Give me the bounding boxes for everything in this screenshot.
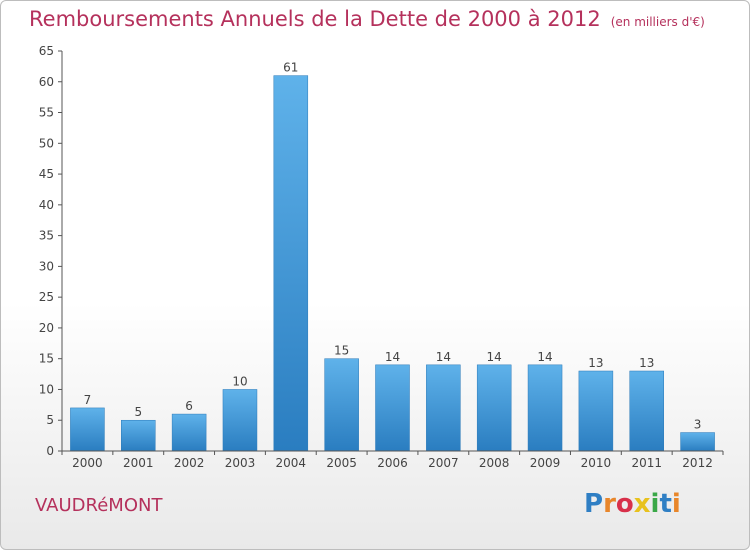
proxiti-logo: Proxiti bbox=[584, 489, 681, 519]
x-tick-label: 2007 bbox=[428, 456, 459, 470]
bar-value-label: 6 bbox=[185, 399, 193, 413]
y-tick-label: 20 bbox=[39, 321, 54, 335]
x-tick-label: 2000 bbox=[72, 456, 103, 470]
x-tick-label: 2003 bbox=[225, 456, 256, 470]
x-tick-label: 2010 bbox=[581, 456, 612, 470]
bar-2000 bbox=[70, 407, 105, 452]
logo-letter: o bbox=[615, 489, 634, 519]
bar-value-label: 13 bbox=[639, 356, 654, 370]
bar-value-label: 10 bbox=[232, 374, 247, 388]
bar-value-label: 3 bbox=[694, 418, 702, 432]
x-tick-label: 2004 bbox=[276, 456, 307, 470]
y-tick-label: 0 bbox=[46, 444, 54, 458]
bar-2010 bbox=[578, 370, 614, 452]
title-text: Remboursements Annuels de la Dette de 20… bbox=[29, 7, 601, 31]
bar-2009 bbox=[527, 364, 563, 452]
bar-value-label: 5 bbox=[134, 405, 142, 419]
y-axis: 0 5 10 15 20 25 30 35 40 45 50 55 60 65 bbox=[39, 44, 63, 458]
y-tick-label: 30 bbox=[39, 259, 54, 273]
y-tick-label: 5 bbox=[46, 413, 54, 427]
y-tick-label: 40 bbox=[39, 198, 54, 212]
x-tick-label: 2011 bbox=[631, 456, 662, 470]
logo-letter: P bbox=[584, 489, 604, 519]
x-axis: 2000 2001 2002 2003 2004 2005 2006 2007 2008 2009… bbox=[61, 450, 724, 470]
bar-2006 bbox=[375, 364, 410, 452]
bar-chart: 0 5 10 15 20 25 30 35 40 45 50 55 60 65 7 5 6 10 61 15 14 14… bbox=[39, 44, 724, 470]
y-tick-label: 50 bbox=[39, 136, 54, 150]
logo-letter: t bbox=[659, 489, 672, 519]
bar-value-label: 14 bbox=[436, 350, 451, 364]
bar-value-label: 14 bbox=[385, 350, 400, 364]
bars: 7 5 6 10 61 15 14 14 14 14 13 13 3 bbox=[70, 61, 715, 452]
y-tick-label: 15 bbox=[39, 352, 54, 366]
bar-value-label: 7 bbox=[84, 393, 92, 407]
bar-value-label: 15 bbox=[334, 344, 349, 358]
bar-2008 bbox=[476, 364, 512, 452]
bar-2003 bbox=[222, 389, 258, 452]
y-tick-label: 10 bbox=[39, 382, 54, 396]
bar-2007 bbox=[426, 364, 461, 452]
x-tick-label: 2012 bbox=[682, 456, 713, 470]
logo-letter: i bbox=[650, 489, 660, 519]
bar-2012 bbox=[680, 432, 715, 452]
logo-letter: i bbox=[671, 489, 681, 519]
y-tick-label: 45 bbox=[39, 167, 54, 181]
x-tick-label: 2005 bbox=[326, 456, 357, 470]
bar-2001 bbox=[121, 419, 156, 452]
y-tick-label: 55 bbox=[39, 106, 54, 120]
bar-2005 bbox=[324, 358, 359, 452]
y-tick-label: 25 bbox=[39, 290, 54, 304]
y-tick-label: 65 bbox=[39, 44, 54, 58]
logo-letter: r bbox=[603, 489, 616, 519]
x-tick-label: 2001 bbox=[123, 456, 154, 470]
commune-name: VAUDRéMONT bbox=[35, 495, 163, 516]
chart-subtitle: (en milliers d'€) bbox=[610, 15, 705, 29]
x-tick-label: 2006 bbox=[377, 456, 408, 470]
x-tick-label: 2008 bbox=[479, 456, 510, 470]
logo-letter: x bbox=[633, 489, 651, 519]
chart-title: Remboursements Annuels de la Dette de 20… bbox=[29, 7, 705, 31]
bar-value-label: 13 bbox=[588, 356, 603, 370]
x-tick-label: 2002 bbox=[174, 456, 205, 470]
x-tick-label: 2009 bbox=[530, 456, 561, 470]
y-tick-label: 60 bbox=[39, 75, 54, 89]
bar-2011 bbox=[629, 370, 664, 452]
bar-2004 bbox=[273, 75, 309, 452]
bar-value-label: 14 bbox=[487, 350, 502, 364]
bar-2002 bbox=[171, 413, 207, 452]
y-tick-label: 35 bbox=[39, 229, 54, 243]
bar-value-label: 61 bbox=[283, 61, 298, 75]
bar-value-label: 14 bbox=[537, 350, 552, 364]
